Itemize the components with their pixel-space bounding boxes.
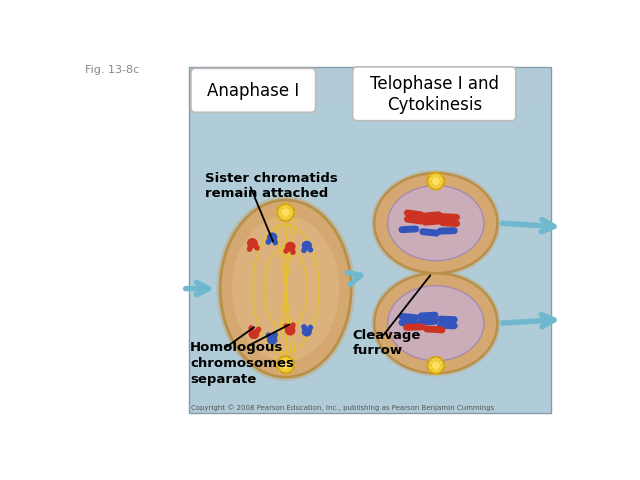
Bar [189,104,551,110]
Text: Homologous
chromosomes
separate: Homologous chromosomes separate [190,341,294,386]
Bar [189,110,551,116]
Bar [189,141,551,147]
Ellipse shape [428,357,444,374]
Ellipse shape [432,361,440,369]
Ellipse shape [388,286,484,361]
Bar [189,129,551,134]
Ellipse shape [216,196,355,381]
Ellipse shape [374,273,497,373]
Bar [189,166,551,171]
Bar [189,147,551,153]
Ellipse shape [388,186,484,261]
Text: Copyright © 2008 Pearson Education, Inc., publishing as Pearson Benjamin Cumming: Copyright © 2008 Pearson Education, Inc.… [191,404,494,411]
Ellipse shape [277,204,294,221]
Bar [189,73,551,79]
Bar [189,178,551,184]
Bar [189,79,551,85]
Bar [189,116,551,122]
Ellipse shape [432,177,440,185]
FancyBboxPatch shape [353,67,516,121]
Bar [189,67,551,73]
Ellipse shape [282,209,289,216]
Bar [189,159,551,166]
Text: Cleavage
furrow: Cleavage furrow [353,329,421,357]
Bar [189,153,551,159]
Text: Anaphase I: Anaphase I [207,83,300,100]
Text: Telophase I and
Cytokinesis: Telophase I and Cytokinesis [370,75,499,114]
FancyBboxPatch shape [191,68,316,112]
Ellipse shape [428,173,444,190]
Ellipse shape [371,270,500,376]
Ellipse shape [282,361,289,369]
Bar [189,171,551,178]
Ellipse shape [277,356,294,373]
Ellipse shape [371,170,500,276]
Text: Fig. 13-8c: Fig. 13-8c [86,65,140,75]
Bar [189,122,551,129]
Text: Sister chromatids
remain attached: Sister chromatids remain attached [205,171,337,200]
Ellipse shape [374,173,497,273]
Bar [189,97,551,104]
Ellipse shape [232,216,339,361]
Ellipse shape [220,200,351,377]
Bar [189,92,551,97]
FancyBboxPatch shape [189,67,551,413]
Bar [189,85,551,92]
Bar [189,184,551,190]
Bar [189,134,551,141]
